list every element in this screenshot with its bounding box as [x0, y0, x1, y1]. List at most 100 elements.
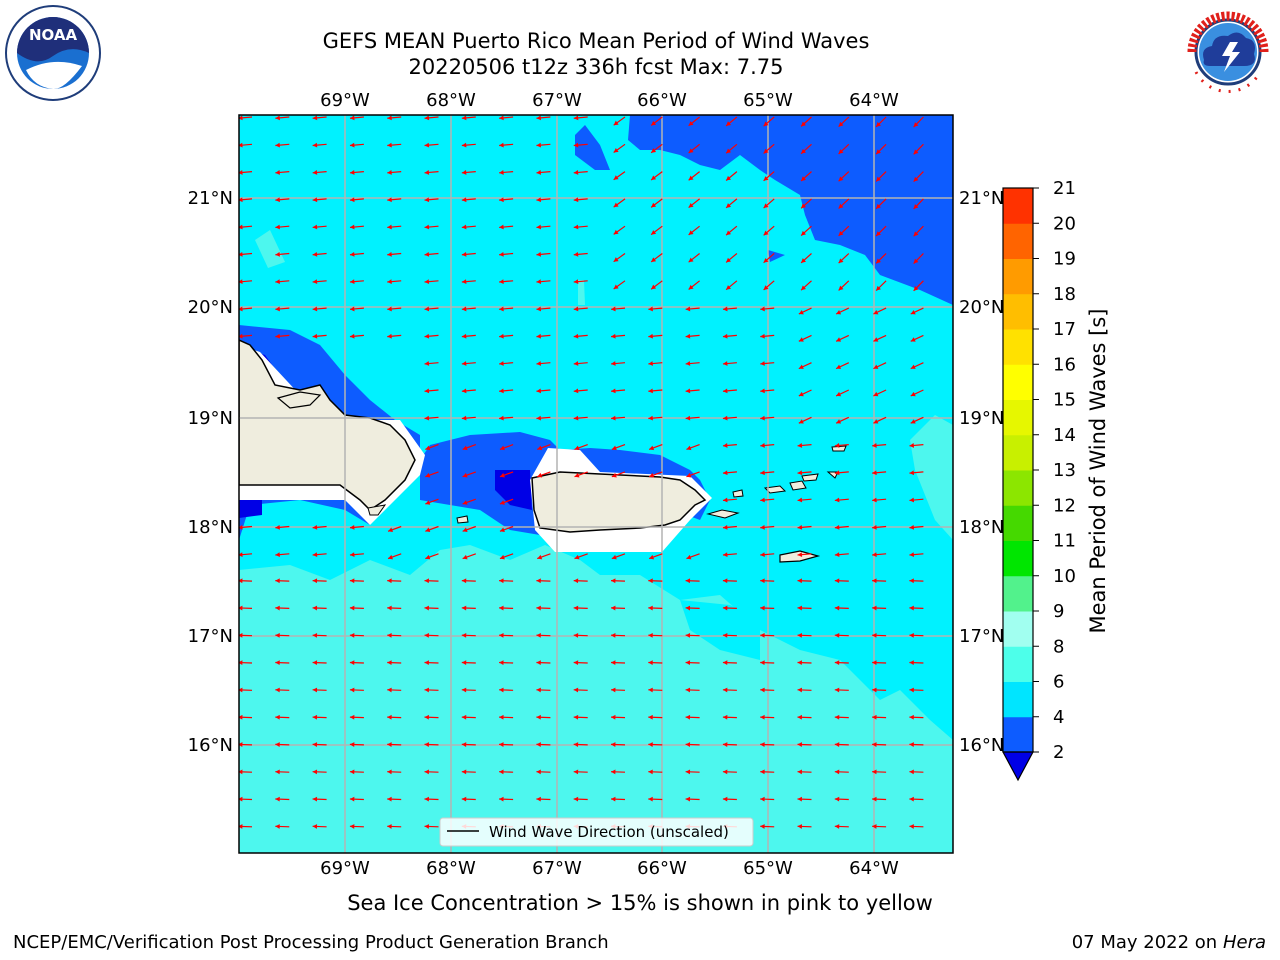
- wind-wave-arrow-head: [499, 769, 504, 775]
- wind-wave-arrow-head: [424, 824, 429, 829]
- wind-wave-arrow-head: [876, 285, 881, 291]
- wind-wave-arrow-head: [760, 306, 765, 312]
- wind-wave-arrow-head: [876, 176, 881, 182]
- wind-wave-arrow-head: [349, 769, 355, 775]
- wind-wave-arrow-head: [312, 306, 318, 312]
- wind-wave-arrow-head: [499, 142, 504, 148]
- wind-wave-arrow-head: [275, 687, 280, 693]
- wind-wave-arrow-head: [536, 279, 542, 285]
- wind-wave-arrow-head: [387, 251, 392, 257]
- wind-wave-arrow-head: [312, 714, 318, 720]
- wind-wave-arrow-head: [573, 415, 579, 421]
- wind-wave-arrow-head: [722, 687, 728, 693]
- wind-wave-arrow-head: [349, 632, 355, 638]
- wind-wave-arrow-head: [239, 796, 243, 802]
- wind-wave-arrow-head: [424, 388, 430, 394]
- wind-wave-arrow-head: [239, 170, 243, 175]
- wind-wave-arrow-head: [573, 660, 579, 666]
- wind-wave-arrow-head: [611, 605, 616, 611]
- wind-wave-arrow-head: [686, 554, 692, 560]
- lat-label: 16°N: [959, 735, 1004, 756]
- wind-wave-arrow-head: [499, 279, 504, 285]
- wind-wave-arrow-head: [387, 687, 392, 693]
- wind-wave-arrow-head: [387, 769, 392, 775]
- wind-wave-arrow-head: [722, 796, 728, 802]
- wind-wave-arrow-head: [685, 388, 691, 394]
- wind-wave-arrow-head: [461, 660, 467, 666]
- wind-wave-arrow-head: [760, 524, 765, 530]
- wind-wave-arrow-head: [836, 309, 842, 315]
- wind-wave-arrow-head: [760, 714, 765, 720]
- wind-wave-arrow-head: [760, 742, 765, 747]
- colorbar-tick-label: 13: [1053, 460, 1076, 481]
- colorbar-tick-label: 14: [1053, 425, 1076, 446]
- wind-wave-arrow-head: [685, 769, 691, 775]
- wind-wave-arrow-head: [685, 742, 691, 747]
- wind-wave-arrow-head: [763, 176, 769, 181]
- wind-wave-arrow-head: [872, 824, 877, 829]
- colorbar-band: [1003, 329, 1033, 365]
- wind-wave-arrow-head: [239, 251, 243, 257]
- wind-wave-arrow-head: [873, 337, 879, 342]
- wind-wave-arrow-head: [611, 306, 616, 312]
- wind-wave-arrow-head: [425, 554, 431, 560]
- wind-wave-arrow-head: [909, 660, 914, 666]
- wind-wave-arrow-head: [239, 824, 243, 829]
- wind-wave-arrow-head: [797, 742, 802, 747]
- wind-wave-arrow-head: [611, 769, 616, 775]
- wind-wave-arrow-head: [913, 204, 919, 209]
- wind-wave-arrow-head: [763, 257, 769, 263]
- wind-wave-arrow-head: [536, 769, 541, 775]
- wind-wave-arrow-head: [726, 285, 732, 290]
- wind-wave-arrow-head: [312, 605, 318, 611]
- map-field: [239, 115, 953, 853]
- wind-wave-arrow-head: [910, 364, 916, 369]
- wind-wave-arrow-head: [387, 333, 392, 339]
- wind-wave-arrow-head: [424, 306, 430, 312]
- wind-wave-arrow-head: [872, 552, 877, 558]
- wind-wave-arrow-head: [425, 445, 431, 451]
- wind-wave-arrow-head: [872, 769, 877, 775]
- wind-wave-arrow-head: [573, 224, 579, 230]
- wind-wave-arrow-head: [349, 333, 355, 339]
- wind-wave-arrow-head: [387, 605, 392, 611]
- lat-labels-left: 21°N 20°N 19°N 18°N 17°N 16°N: [188, 188, 233, 756]
- wind-wave-arrow-head: [913, 258, 919, 264]
- wind-wave-arrow-head: [876, 122, 881, 127]
- wind-wave-arrow-head: [801, 148, 806, 154]
- wind-wave-arrow-head: [836, 364, 842, 369]
- wind-wave-arrow-head: [349, 824, 355, 829]
- colorbar-tick-label: 15: [1053, 390, 1076, 411]
- wind-wave-arrow-head: [424, 796, 429, 802]
- wind-wave-arrow-head: [461, 687, 467, 693]
- date-text: 07 May 2022 on: [1071, 932, 1218, 953]
- wind-wave-arrow-head: [461, 142, 467, 148]
- wind-wave-arrow-head: [763, 230, 769, 236]
- wind-wave-arrow-head: [499, 660, 504, 666]
- wind-wave-arrow-head: [312, 170, 318, 175]
- wind-wave-arrow-head: [275, 605, 280, 611]
- wind-wave-arrow-head: [536, 796, 541, 802]
- wind-wave-arrow-head: [275, 524, 280, 530]
- wind-wave-arrow-head: [722, 524, 728, 530]
- wind-wave-arrow-head: [722, 552, 728, 558]
- colorbar-tick-label: 20: [1053, 213, 1076, 234]
- wind-wave-arrow-head: [760, 361, 765, 366]
- wind-wave-arrow-head: [536, 660, 541, 666]
- colorbar-band: [1003, 364, 1033, 400]
- wind-wave-arrow-head: [686, 472, 692, 478]
- wind-wave-arrow-head: [648, 578, 653, 584]
- wind-wave-arrow-head: [797, 524, 803, 530]
- wind-wave-arrow-head: [239, 333, 243, 339]
- wind-wave-arrow-head: [499, 333, 504, 339]
- wind-wave-arrow-head: [275, 170, 280, 175]
- wind-wave-arrow-head: [909, 742, 914, 747]
- wind-wave-arrow-head: [648, 687, 653, 693]
- wind-wave-arrow-head: [913, 149, 919, 155]
- wind-wave-arrow-head: [834, 524, 840, 530]
- wind-wave-arrow-head: [312, 333, 318, 339]
- wind-wave-arrow-head: [573, 361, 579, 366]
- lon-label: 65°W: [743, 858, 793, 879]
- wind-wave-arrow-head: [275, 714, 280, 720]
